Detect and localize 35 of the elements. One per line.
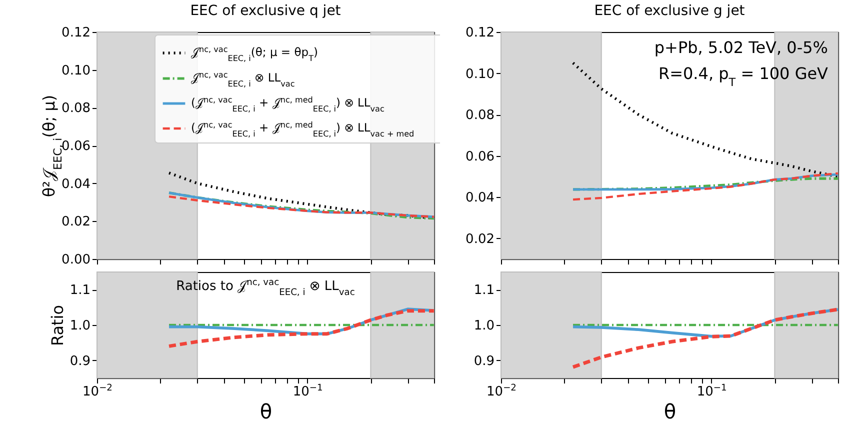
y-axis-title: Ratio — [48, 304, 67, 346]
y-tick-label: 0.08 — [62, 101, 90, 116]
y-tick-label: 1.1 — [474, 283, 494, 298]
x-tick-label: 10$^{−1}$ — [696, 384, 727, 400]
y-tick-label: 0.04 — [466, 190, 494, 206]
chart-title: EEC of exclusive q jet — [190, 3, 342, 19]
annotation: Ratios to 𝒥$^{nc, vac}$$_{EEC, i}$ ⊗ LL$_{vac}$ — [176, 278, 355, 298]
x-axis-title: θ — [664, 400, 676, 424]
y-tick-label: 0.02 — [62, 214, 90, 230]
legend-label: 𝒥$^{nc, vac}$$_{EEC, i}$ ⊗ LL$_{vac}$ — [191, 70, 295, 88]
chart-title: EEC of exclusive g jet — [594, 3, 746, 19]
legend-label: 𝒥$^{nc, vac}$$_{EEC, i}$(θ; μ = θp$_{T}$) — [191, 44, 318, 62]
y-tick-label: 0.02 — [466, 232, 494, 247]
y-tick-label: 0.9 — [70, 354, 90, 369]
annotation: p+Pb, 5.02 TeV, 0-5% — [654, 38, 828, 57]
y-tick-label: 0.06 — [466, 149, 494, 164]
x-tick-label: 10$^{−1}$ — [292, 384, 323, 400]
x-tick-label: 10$^{−2}$ — [486, 384, 516, 400]
y-tick-label: 0.00 — [62, 252, 90, 268]
y-tick-label: 0.12 — [466, 26, 494, 40]
legend-label: (𝒥$^{nc, vac}$$_{EEC, i}$ + 𝒥$^{nc, med}$$_{EEC, i}$) ⊗ LL$_{vac + med}$ — [191, 120, 414, 138]
y-tick-label: 0.04 — [62, 176, 90, 192]
annotation: R=0.4, p$_{T}$ = 100 GeV — [658, 64, 828, 88]
y-tick-label: 1.1 — [70, 283, 90, 298]
x-tick-label: 10$^{−2}$ — [82, 384, 112, 400]
legend-label: (𝒥$^{nc, vac}$$_{EEC, i}$ + 𝒥$^{nc, med}$$_{EEC, i}$) ⊗ LL$_{vac}$ — [191, 95, 384, 113]
x-axis-title: θ — [260, 400, 272, 424]
y-tick-label: 0.06 — [62, 139, 90, 154]
y-tick-label: 0.9 — [474, 354, 494, 369]
y-tick-label: 0.12 — [62, 26, 90, 40]
y-tick-label: 0.10 — [466, 66, 494, 82]
y-tick-label: 1.0 — [70, 318, 90, 334]
y-tick-label: 0.10 — [62, 63, 90, 78]
y-tick-label: 1.0 — [474, 318, 494, 334]
y-tick-label: 0.08 — [466, 108, 494, 124]
